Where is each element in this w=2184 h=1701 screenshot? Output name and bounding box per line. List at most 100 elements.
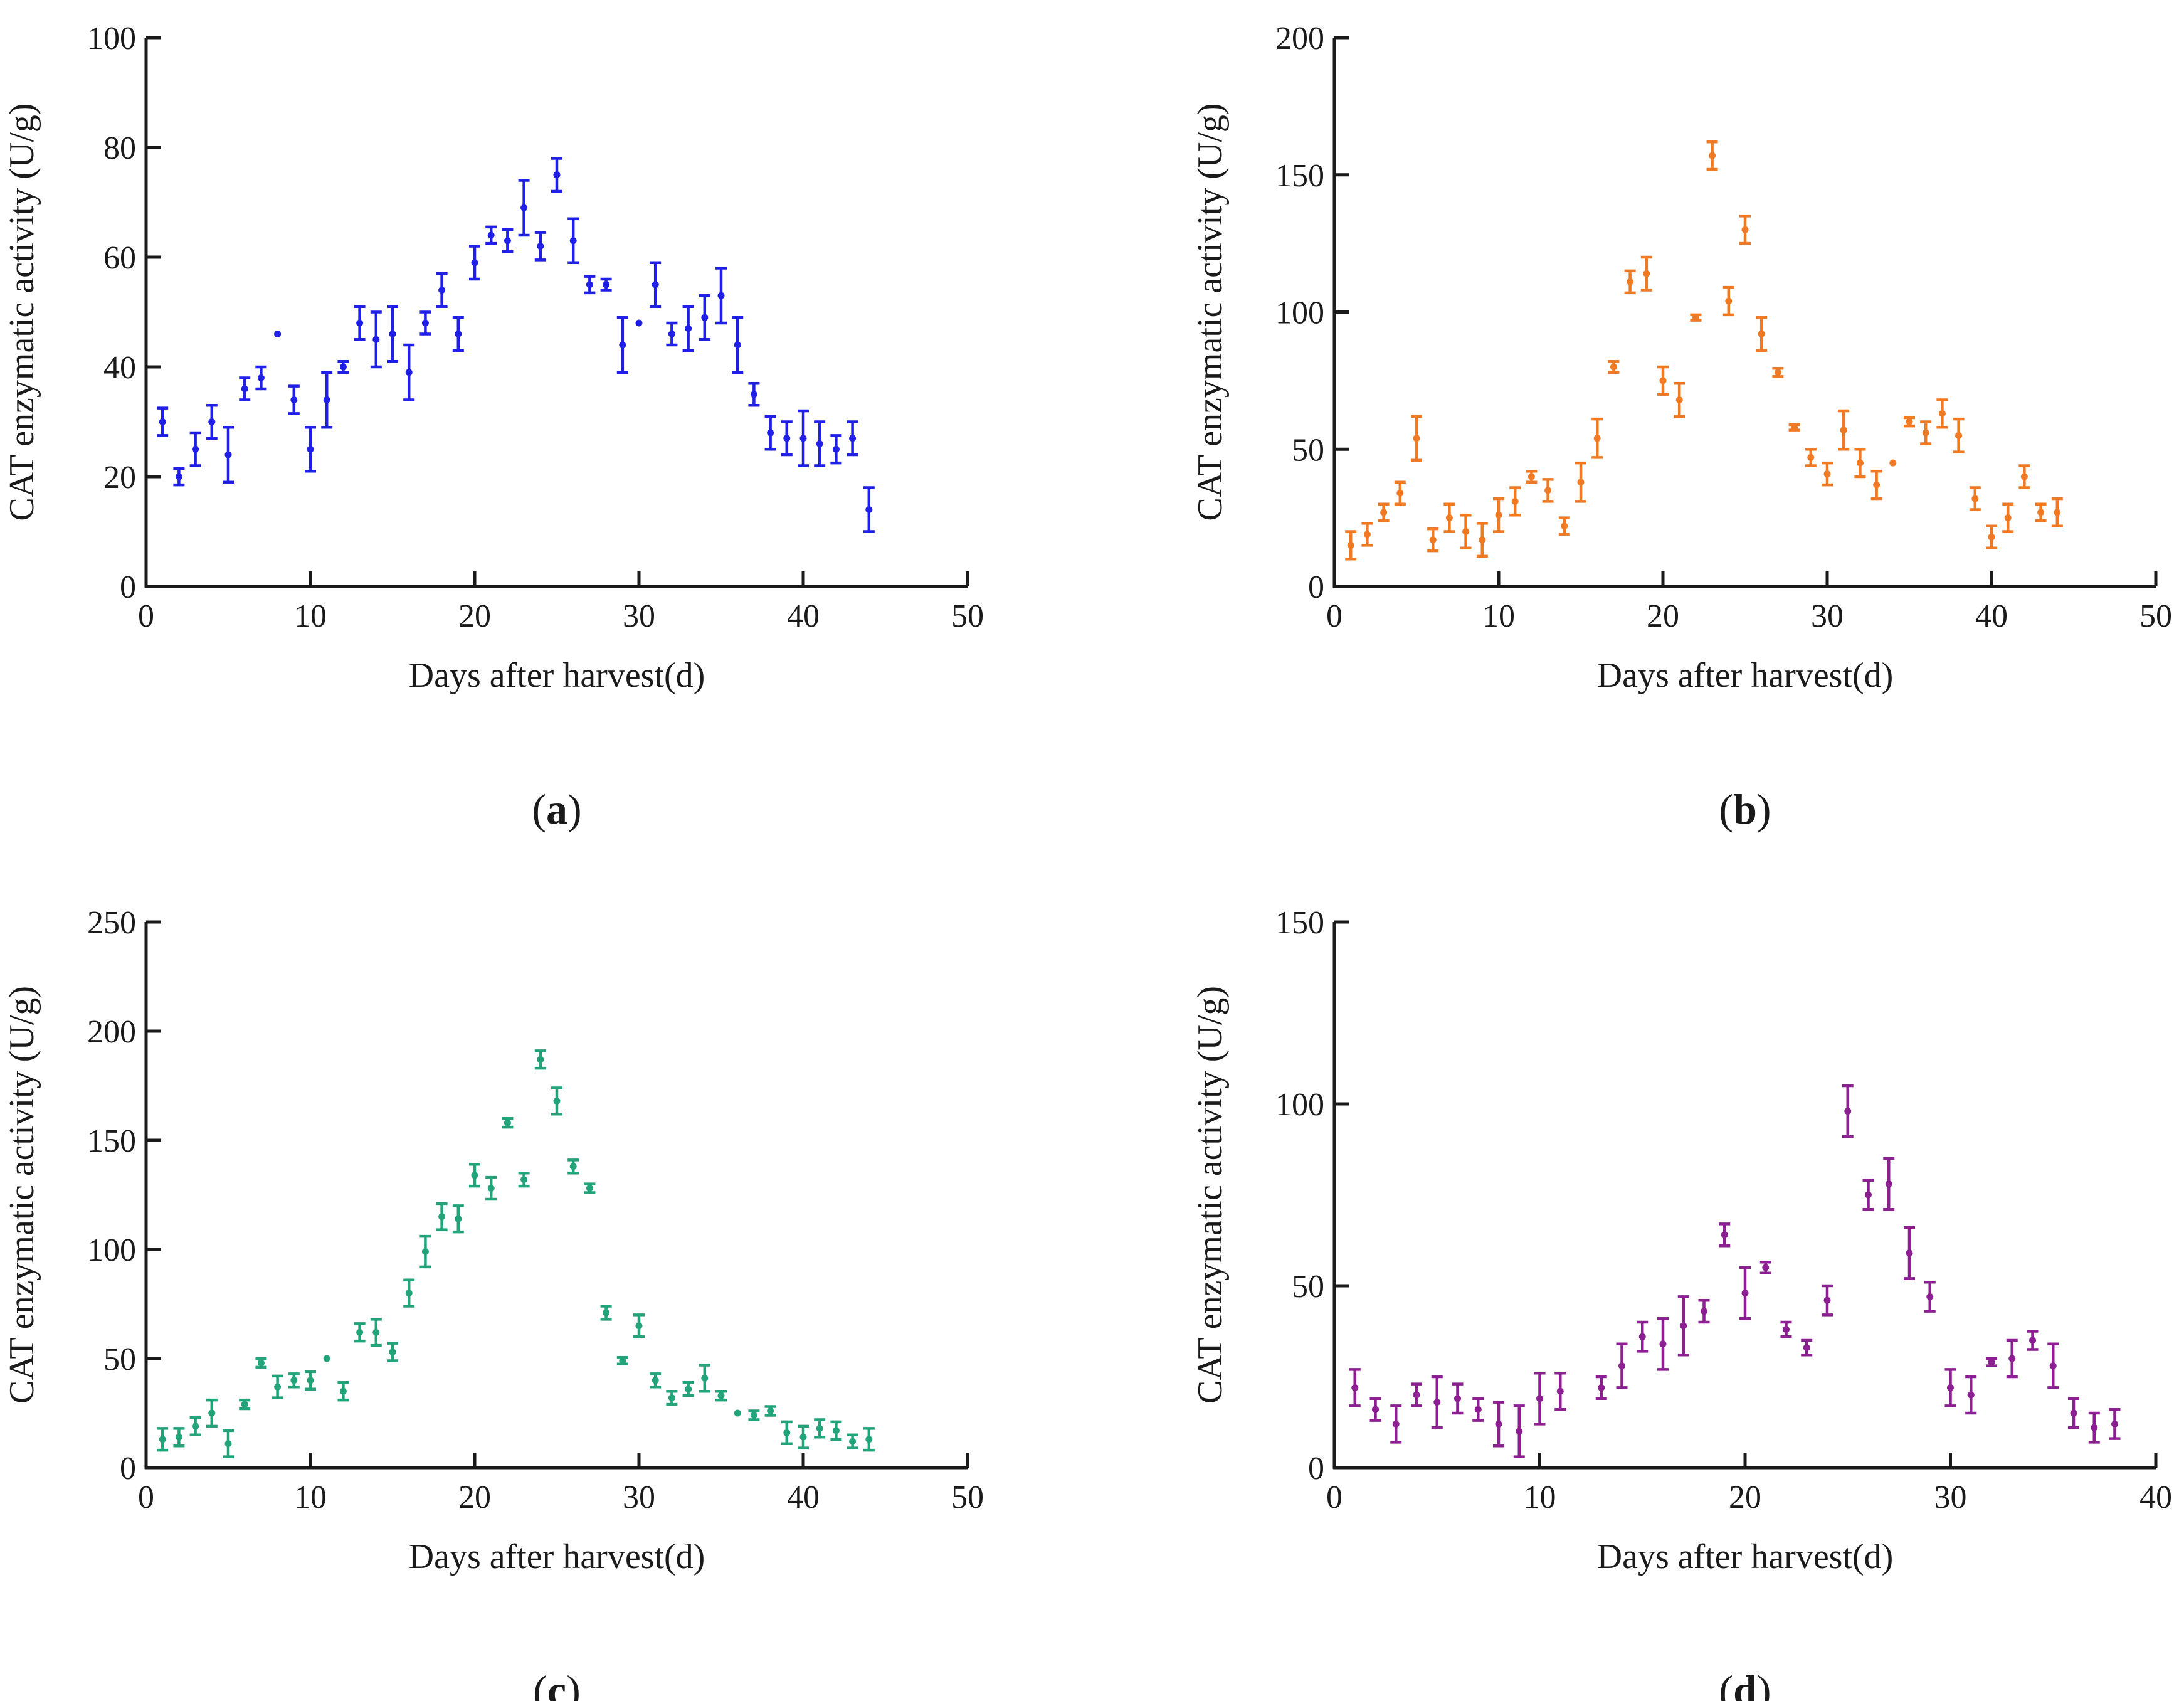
data-point (1351, 1384, 1359, 1391)
data-point (1889, 459, 1897, 467)
data-point (717, 292, 725, 299)
data-point (2004, 514, 2012, 522)
y-ticks-d: 0 50 100 150 (1275, 905, 1349, 1486)
x-tick-label: 20 (1729, 1480, 1761, 1515)
data-point (652, 281, 659, 289)
data-point (1659, 1340, 1667, 1348)
data-point (1783, 1326, 1790, 1333)
data-point (717, 1392, 725, 1399)
data-point (799, 435, 807, 442)
data-point (487, 231, 495, 239)
x-tick-label: 30 (1934, 1480, 1967, 1515)
data-point (1643, 270, 1650, 277)
data-point (1906, 1249, 1913, 1257)
data-point (783, 435, 791, 442)
y-tick-label: 250 (87, 905, 136, 941)
data-point (553, 171, 561, 179)
data-point (224, 451, 232, 458)
data-point (290, 1377, 298, 1384)
data-point (586, 1185, 593, 1192)
data-point (438, 287, 446, 294)
y-tick-label: 60 (103, 240, 136, 276)
data-point (504, 237, 511, 245)
data-point (1823, 1296, 1831, 1304)
y-axis-title-a: CAT enzymatic activity (U/g) (3, 103, 41, 521)
data-point (192, 445, 199, 453)
data-point (274, 1383, 282, 1391)
data-point (339, 1387, 347, 1395)
y-axis-title-d: CAT enzymatic activity (U/g) (1191, 986, 1230, 1404)
x-tick-label: 40 (1975, 598, 2008, 634)
y-tick-label: 0 (120, 570, 136, 605)
data-point (356, 319, 364, 327)
data-point (257, 1359, 265, 1367)
data-point (1516, 1428, 1523, 1435)
y-tick-label: 0 (1308, 570, 1324, 605)
data-point (619, 341, 626, 349)
data-point (1413, 435, 1420, 442)
data-point (2037, 509, 2045, 516)
x-tick-label: 0 (138, 1480, 154, 1515)
data-point (159, 1436, 166, 1443)
plot-area-a (157, 157, 875, 533)
data-point (1372, 1406, 1379, 1413)
panel-label-c: (c) (533, 1667, 581, 1701)
data-point (405, 1290, 413, 1297)
data-point (1627, 278, 1634, 285)
y-tick-label: 40 (103, 350, 136, 386)
x-tick-label: 20 (458, 598, 491, 634)
data-point (504, 1119, 511, 1126)
panel-label-d: (d) (1719, 1667, 1771, 1701)
data-point (1610, 363, 1617, 371)
data-point (750, 391, 757, 398)
data-point (1561, 522, 1568, 530)
data-point (668, 331, 675, 337)
data-point (323, 396, 330, 403)
data-point (734, 1409, 741, 1417)
x-tick-label: 40 (787, 598, 820, 634)
data-point (1429, 536, 1437, 544)
data-point (2070, 1409, 2077, 1417)
data-point (1725, 297, 1733, 305)
data-point (1544, 487, 1552, 494)
data-point (389, 331, 396, 337)
data-point (1701, 1308, 1707, 1315)
data-point (2054, 509, 2061, 516)
x-ticks-d: 0 10 20 30 40 (1326, 1453, 2172, 1515)
x-axis-title-a: Days after harvest(d) (409, 656, 705, 695)
data-point (1762, 1264, 1770, 1271)
panel-letter-b: b (1733, 785, 1757, 833)
data-point (175, 1433, 182, 1441)
y-tick-label: 50 (1292, 432, 1324, 468)
data-point (471, 259, 478, 267)
panel-letter-d: d (1733, 1667, 1757, 1701)
data-point (455, 331, 462, 337)
plot-area-d (1349, 1084, 2121, 1458)
data-point (1709, 152, 1716, 159)
x-tick-label: 40 (787, 1480, 820, 1515)
x-tick-label: 50 (951, 1480, 984, 1515)
data-point (421, 1248, 429, 1255)
data-point (734, 341, 741, 349)
data-point (1721, 1231, 1728, 1239)
panel-letter-c: c (547, 1667, 566, 1701)
x-axis-title-b: Days after harvest(d) (1597, 656, 1894, 695)
data-point (816, 440, 823, 447)
y-axis-title-b: CAT enzymatic activity (U/g) (1191, 103, 1230, 521)
data-point (603, 1309, 610, 1317)
panel-label-b: (b) (1719, 785, 1771, 833)
x-tick-label: 20 (458, 1480, 491, 1515)
x-tick-label: 10 (294, 1480, 327, 1515)
data-point (832, 445, 840, 453)
y-tick-label: 20 (103, 460, 136, 495)
data-point (257, 374, 265, 381)
data-point (603, 281, 610, 289)
data-point (832, 1427, 840, 1434)
data-point (339, 363, 347, 371)
data-point (421, 319, 429, 327)
y-tick-label: 0 (1308, 1451, 1324, 1486)
y-axis-title-c: CAT enzymatic activity (U/g) (3, 986, 41, 1404)
chart-panel-c: 0 50 100 150 200 250 0 10 20 30 40 50 Days after h… (3, 905, 984, 1701)
data-point (668, 1394, 675, 1402)
data-point (569, 1163, 577, 1170)
